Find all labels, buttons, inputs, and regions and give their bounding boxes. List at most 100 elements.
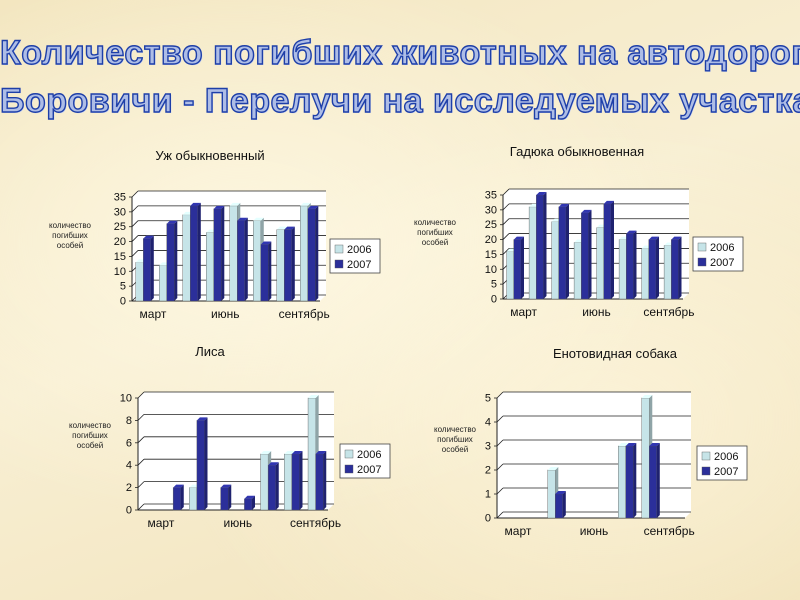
legend-swatch-2007 xyxy=(697,257,707,267)
bar-top-2007-6 xyxy=(626,230,637,234)
bar-2006-6 xyxy=(253,220,261,302)
y-tick-label: 0 xyxy=(485,513,491,525)
bar-2006-8 xyxy=(307,397,316,511)
bar-top-2007-8 xyxy=(671,236,682,240)
bar-top-2006-3 xyxy=(547,467,559,470)
y-tick-label: 20 xyxy=(485,234,497,246)
legend-swatch-2007 xyxy=(344,464,354,474)
x-tick-label: июнь xyxy=(582,305,611,319)
x-tick-label: июнь xyxy=(580,524,609,538)
chart-title: Енотовидная собака xyxy=(553,346,678,361)
y-tick-label: 5 xyxy=(120,281,126,293)
bar-2007-8 xyxy=(671,239,679,300)
bar-2007-2 xyxy=(536,194,544,300)
legend-label-2006: 2006 xyxy=(357,449,381,461)
bar-top-2006-6 xyxy=(253,217,264,221)
x-tick-label: март xyxy=(148,516,175,530)
bar-top-2006-5 xyxy=(229,202,241,206)
bar-top-2007-6 xyxy=(268,462,279,466)
y-tick-label: 8 xyxy=(126,415,132,427)
bar-2006-3 xyxy=(189,487,198,511)
bar-2006-7 xyxy=(276,229,285,302)
bar-top-2007-1 xyxy=(513,236,524,240)
gridline-depth xyxy=(137,458,145,466)
bar-2006-6 xyxy=(260,453,269,511)
bar-2006-6 xyxy=(618,445,626,519)
bar-side-2007-2 xyxy=(180,484,184,510)
bar-top-2006-7 xyxy=(284,451,295,454)
y-tick-label: 6 xyxy=(126,437,132,449)
legend-label-2006: 2006 xyxy=(710,242,734,254)
bar-top-2007-4 xyxy=(220,484,232,488)
gridline-depth xyxy=(131,250,139,257)
y-tick-label: 15 xyxy=(485,249,497,261)
bar-2006-1 xyxy=(135,262,144,302)
bar-2007-7 xyxy=(284,229,292,302)
bar-top-2006-6 xyxy=(260,451,272,454)
bar-2007-4 xyxy=(213,208,222,302)
chart-common-viper: Гадюка обыкновенная количество погибших осо… xyxy=(414,144,744,319)
bar-2007-3 xyxy=(196,420,205,511)
chart-raccoon-dog: Енотовидная собака количество погибших особ… xyxy=(434,346,748,538)
y-tick-label: 25 xyxy=(485,219,497,231)
bar-2006-8 xyxy=(663,245,672,300)
gridline-depth xyxy=(502,233,510,240)
y-tick-label: 2 xyxy=(485,465,491,477)
plot-area xyxy=(497,392,691,518)
bar-2006-8 xyxy=(300,205,308,302)
gridline-depth xyxy=(496,511,504,519)
bar-2007-2 xyxy=(166,223,175,302)
bar-2007-6 xyxy=(267,464,276,511)
plot-area xyxy=(138,392,334,510)
bar-2007-2 xyxy=(172,487,181,511)
bar-top-2007-3 xyxy=(555,491,566,494)
bar-2006-2 xyxy=(528,206,537,300)
bar-2007-7 xyxy=(649,445,657,519)
y-tick-label: 15 xyxy=(114,251,126,263)
bar-2006-5 xyxy=(596,227,605,300)
legend-label-2007: 2007 xyxy=(357,464,381,476)
y-tick-label: 35 xyxy=(114,192,126,204)
bar-top-2007-8 xyxy=(315,451,327,454)
gridline-depth xyxy=(137,503,145,511)
legend-label-2006: 2006 xyxy=(347,244,371,256)
bar-2006-1 xyxy=(506,251,514,300)
bar-2007-1 xyxy=(143,238,151,302)
y-tick-label: 5 xyxy=(491,279,497,291)
bar-side-2007-7 xyxy=(299,451,303,510)
y-tick-label: 10 xyxy=(120,393,132,405)
bar-2006-7 xyxy=(641,248,650,300)
bar-top-2006-7 xyxy=(641,395,653,398)
bar-top-2007-2 xyxy=(166,220,178,224)
bar-side-2007-8 xyxy=(323,451,327,510)
y-tick-label: 1 xyxy=(485,489,491,501)
bar-top-2007-3 xyxy=(558,203,569,207)
gridline-depth xyxy=(137,391,145,399)
gridline-depth xyxy=(137,414,145,421)
gridline-depth xyxy=(131,190,139,198)
bar-2006-7 xyxy=(284,453,293,511)
bar-side-2007-6 xyxy=(268,241,272,301)
bar-top-2006-7 xyxy=(276,226,288,230)
y-tick-label: 4 xyxy=(126,460,132,472)
bar-side-2007-7 xyxy=(291,226,295,301)
legend-swatch-2006 xyxy=(344,449,354,459)
gridline-depth xyxy=(502,203,510,211)
bar-top-2007-7 xyxy=(648,236,659,240)
y-tick-label: 0 xyxy=(491,294,497,306)
bar-2007-5 xyxy=(237,220,245,302)
bar-2006-6 xyxy=(618,239,627,300)
bar-side-2007-3 xyxy=(204,417,208,510)
bar-top-2007-5 xyxy=(237,217,248,221)
x-tick-label: июнь xyxy=(224,516,253,530)
legend-swatch-2006 xyxy=(334,244,344,254)
bar-side-2007-7 xyxy=(656,443,660,518)
bar-side-2007-3 xyxy=(197,202,201,301)
bar-2006-7 xyxy=(641,397,650,519)
bar-2007-6 xyxy=(260,244,269,302)
gridline-depth xyxy=(502,188,510,196)
gridline-depth xyxy=(502,248,510,255)
gridline-depth xyxy=(496,487,504,495)
bar-top-2007-3 xyxy=(190,202,201,206)
gridline-depth xyxy=(496,463,504,471)
